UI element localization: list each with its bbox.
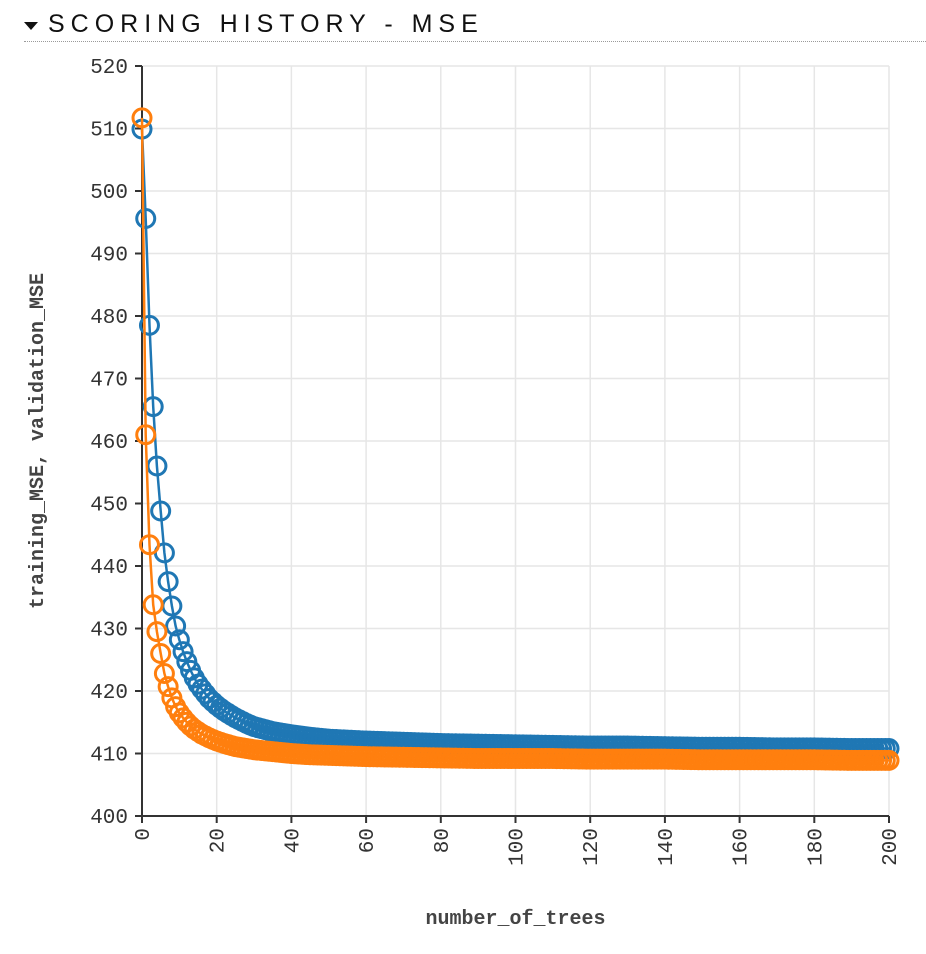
- section-title: SCORING HISTORY - MSE: [48, 10, 484, 38]
- series-2-point: [878, 749, 900, 771]
- y-tick-label: 470: [90, 370, 128, 393]
- series-2-point: [138, 534, 160, 556]
- x-tick-label: 120: [581, 828, 604, 866]
- series-1-point: [138, 314, 160, 336]
- x-tick-label: 140: [656, 828, 679, 866]
- x-tick-label: 60: [357, 828, 380, 853]
- y-tick-label: 460: [90, 432, 128, 455]
- y-tick-label: 520: [90, 57, 128, 80]
- series-1-point: [172, 641, 194, 663]
- y-tick-label: 430: [90, 620, 128, 643]
- caret-down-icon[interactable]: [24, 21, 38, 30]
- y-tick-label: 400: [90, 807, 128, 830]
- x-axis-title: number_of_trees: [425, 908, 605, 931]
- series-1-point: [168, 629, 190, 651]
- y-tick-label: 500: [90, 182, 128, 205]
- y-tick-label: 410: [90, 745, 128, 768]
- y-tick-label: 420: [90, 682, 128, 705]
- y-tick-label: 480: [90, 307, 128, 330]
- y-axis-title: training_MSE, validation_MSE: [27, 273, 50, 609]
- x-tick-label: 160: [731, 828, 754, 866]
- series-2-point: [131, 107, 153, 129]
- y-tick-label: 510: [90, 120, 128, 143]
- y-tick-label: 450: [90, 495, 128, 518]
- x-tick-label: 20: [208, 828, 231, 853]
- x-tick-label: 80: [432, 828, 455, 853]
- series-1-point: [135, 208, 157, 229]
- series-1-point: [150, 500, 172, 522]
- series-2-point: [135, 424, 157, 446]
- series-2-point: [142, 594, 164, 616]
- series-2-point: [150, 643, 172, 664]
- series-1-point: [165, 615, 187, 637]
- series-1-point: [157, 571, 179, 593]
- x-tick-label: 100: [507, 828, 530, 866]
- y-tick-label: 490: [90, 245, 128, 268]
- x-tick-label: 200: [880, 828, 903, 866]
- series-2-point: [157, 676, 179, 698]
- x-tick-label: 180: [805, 828, 828, 866]
- series-2-point: [153, 663, 175, 684]
- series-2-point: [146, 621, 168, 643]
- x-tick-label: 40: [282, 828, 305, 853]
- y-tick-label: 440: [90, 557, 128, 580]
- x-tick-label: 0: [133, 828, 156, 841]
- scoring-history-header[interactable]: SCORING HISTORY - MSE: [24, 8, 926, 42]
